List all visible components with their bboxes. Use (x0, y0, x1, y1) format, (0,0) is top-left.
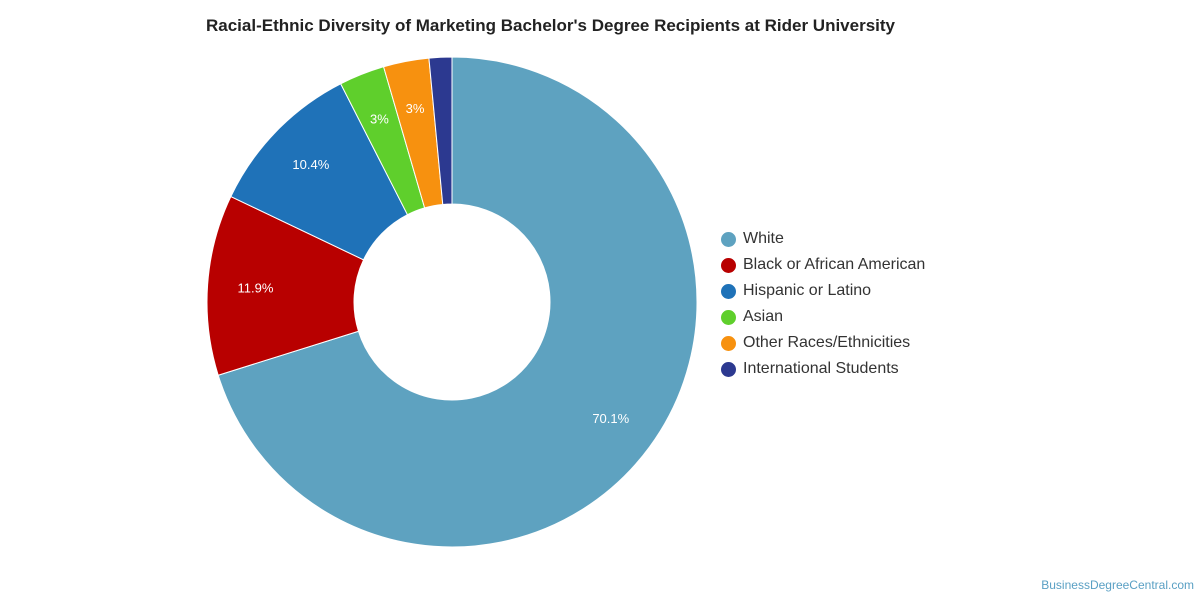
slice-hispanic-or-latino[interactable] (230, 83, 409, 261)
legend-item-white[interactable]: White (721, 226, 925, 252)
legend-label: Other Races/Ethnicities (743, 334, 911, 351)
legend-item-black-or-african-american[interactable]: Black or African American (721, 252, 925, 278)
chart-title: Racial-Ethnic Diversity of Marketing Bac… (206, 16, 895, 35)
legend-marker (721, 335, 736, 351)
legend-marker (721, 257, 736, 273)
legend-label: International Students (743, 360, 899, 377)
legend-item-asian[interactable]: Asian (721, 304, 925, 330)
data-label-black-or-african-american: 11.9% (238, 281, 274, 296)
legend-label: White (743, 230, 784, 247)
legend-marker (721, 361, 736, 377)
legend-label: Hispanic or Latino (743, 282, 872, 299)
legend-marker (721, 231, 736, 247)
data-label-white: 70.1% (592, 411, 629, 426)
legend-label: Black or African American (743, 256, 926, 273)
slice-white[interactable] (217, 56, 698, 548)
legend-label: Asian (743, 308, 784, 325)
watermark[interactable]: BusinessDegreeCentral.com (1041, 578, 1194, 592)
legend-marker (721, 283, 736, 299)
data-label-asian: 3% (370, 111, 389, 126)
legend-item-international-students[interactable]: International Students (721, 356, 925, 382)
legend-item-hispanic-or-latino[interactable]: Hispanic or Latino (721, 278, 925, 304)
data-label-other-races-ethnicities: 3% (406, 101, 425, 116)
slice-international-students[interactable] (428, 56, 453, 205)
legend-marker (721, 309, 736, 325)
data-label-hispanic-or-latino: 10.4% (292, 157, 329, 172)
legend-item-other-races-ethnicities[interactable]: Other Races/Ethnicities (721, 330, 925, 356)
legend: White Black or African American Hispanic o… (721, 226, 925, 382)
